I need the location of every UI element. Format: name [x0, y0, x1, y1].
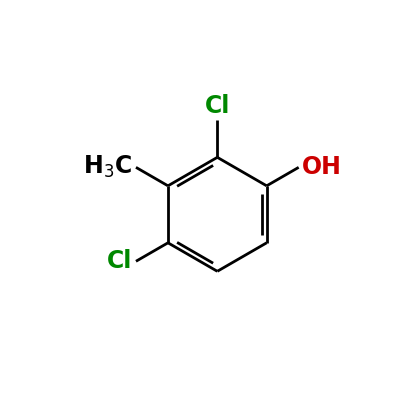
Text: OH: OH: [302, 155, 342, 179]
Text: H$_3$C: H$_3$C: [83, 154, 132, 180]
Text: Cl: Cl: [205, 94, 230, 118]
Text: Cl: Cl: [107, 249, 132, 273]
